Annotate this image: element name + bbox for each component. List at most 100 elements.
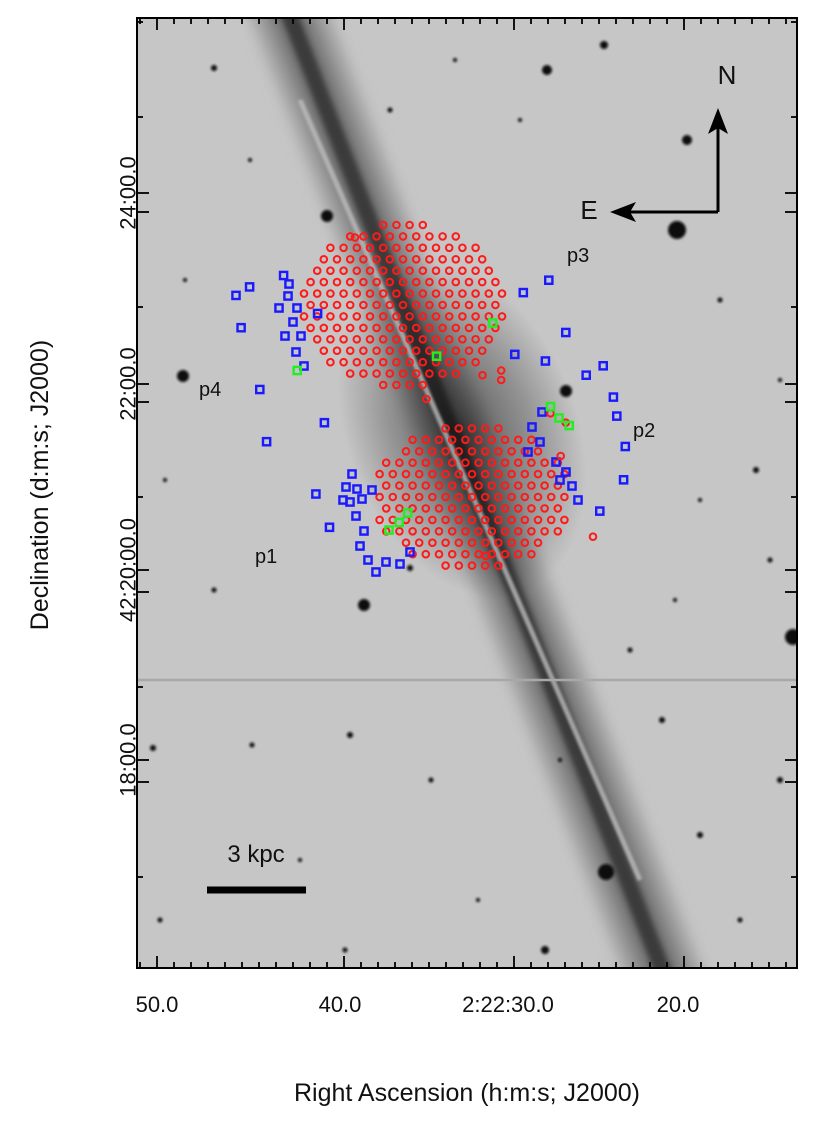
fiber-marker [507,447,516,456]
fiber-marker [418,289,428,298]
sky-fiber-marker [355,541,365,551]
fiber-marker [398,300,408,310]
fiber-marker [487,504,497,513]
sky-fiber-marker [555,475,565,485]
fiber-marker [421,435,431,445]
fiber-marker [414,447,424,456]
fiber-marker [447,458,457,468]
x-axis-title: Right Ascension (h:m:s; J2000) [294,1079,640,1107]
fiber-marker [458,266,467,276]
y-axis-title: Declination (d:m:s; J2000) [26,340,54,630]
sky-fiber-marker [351,511,361,521]
fiber-marker [494,469,503,479]
fiber-marker [546,469,556,479]
fiber-marker [556,451,566,461]
fiber-marker [359,232,368,241]
fiber-marker [414,515,424,525]
fiber-marker [471,335,480,344]
fiber-marker [392,380,401,390]
sky-fiber-marker [620,441,631,452]
fiber-marker [500,458,510,468]
fiber-marker [500,527,510,536]
fiber-marker [428,469,437,479]
fiber-marker [352,335,362,344]
fiber-marker [527,435,536,445]
fiber-marker [388,492,398,502]
sky-fiber-marker [431,351,442,362]
sky-fiber-marker [338,495,348,505]
fiber-marker [474,549,483,559]
fiber-marker [451,277,461,287]
fiber-marker [425,346,434,356]
sky-fiber-marker [405,547,415,557]
fiber-marker [467,447,477,456]
fiber-marker [345,369,355,378]
fiber-marker [434,549,444,559]
fiber-marker [405,380,414,390]
fiber-marker [359,254,368,264]
fiber-marker [546,492,556,502]
fiber-marker [378,312,388,321]
fiber-marker [395,527,404,536]
fiber-marker [395,458,404,468]
sky-fiber-marker [510,349,520,360]
sky-fiber-marker [244,282,255,292]
sky-fiber-marker [618,475,629,485]
sky-fiber-marker [535,437,545,447]
fiber-marker [474,458,483,468]
fiber-marker [345,323,355,333]
sky-fiber-marker [523,447,533,457]
fiber-marker [398,277,408,287]
fiber-marker [431,289,441,298]
sky-fiber-marker [292,365,303,376]
fiber-marker [494,561,503,570]
fiber-marker [392,289,401,298]
fiber-marker [458,243,467,253]
pointing-label-p2: p2 [633,420,655,442]
fiber-marker [372,300,381,310]
fiber-marker [306,323,315,333]
sky-fiber-marker [402,508,413,518]
fiber-marker [474,481,483,490]
sky-fiber-marker [598,361,608,371]
fiber-marker [421,458,431,468]
fiber-marker [467,492,477,502]
sky-image [137,18,797,968]
fiber-marker [461,504,470,513]
fiber-marker [438,323,447,333]
fiber-marker [540,527,549,536]
compass: N E [580,60,736,225]
fiber-marker [447,527,457,536]
fiber-marker [378,289,388,298]
fiber-marker [411,277,421,287]
fiber-marker [434,435,444,445]
fiber-marker [418,312,428,321]
fiber-marker [431,266,441,276]
pointing-label-p1: p1 [255,546,277,568]
y-tick-label: 42:20:00.0 [116,518,141,622]
fiber-marker [398,323,408,333]
fiber-marker [385,346,395,356]
fiber-marker [480,447,490,456]
fiber-marker [319,277,329,287]
fiber-marker [425,300,434,310]
fiber-marker [359,277,368,287]
fiber-marker [441,561,450,570]
fiber-marker [431,335,441,344]
fiber-marker [533,538,543,548]
fiber-marker [326,289,335,298]
fiber-marker [438,254,447,264]
fiber-marker [487,527,497,536]
fiber-marker [520,538,530,548]
fiber-marker [431,243,441,253]
sky-fiber-marker [544,275,554,286]
fiber-marker [441,447,450,456]
fiber-marker [385,369,395,378]
fiber-marker [431,312,441,321]
fiber-marker [540,504,549,513]
fiber-marker [494,515,503,525]
fiber-marker [438,277,447,287]
fiber-marker [447,481,457,490]
fiber-marker [401,538,411,548]
fiber-marker [381,481,391,490]
